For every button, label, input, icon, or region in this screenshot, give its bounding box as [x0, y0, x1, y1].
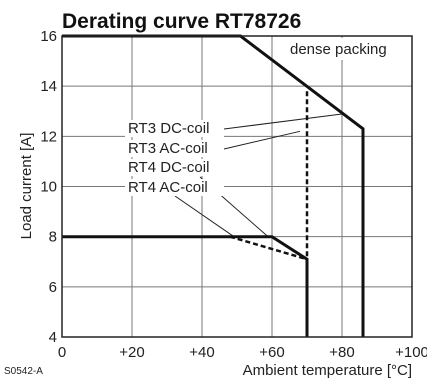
annotation-background [283, 38, 408, 60]
leader-rt4-ac-coil [174, 195, 235, 238]
y-tick-label: 16 [40, 28, 57, 45]
y-tick-label: 10 [40, 179, 57, 196]
x-tick-label: +40 [189, 344, 214, 361]
leader-rt3-dc-coil [223, 113, 345, 130]
leader-rt3-ac-coil [223, 130, 301, 150]
x-tick-label: +100 [395, 344, 427, 361]
chart-title: Derating curve RT78726 [62, 10, 301, 33]
plot-frame [61, 35, 413, 338]
series-line-rt4-ac-coil [229, 235, 308, 261]
y-axis-label: Load current [A] [18, 133, 35, 240]
x-tick-label: 0 [58, 344, 66, 361]
x-tick-label: +80 [329, 344, 354, 361]
label-bg-rt3-ac-coil [125, 140, 224, 157]
tick-labels: 0 +20 +40 +60 +80 +100 4 6 8 10 12 14 16 [40, 28, 427, 361]
y-tick-label: 14 [40, 78, 57, 95]
series-labels: RT3 DC-coil RT3 AC-coil RT4 DC-coil RT4 AC-… [125, 120, 224, 196]
series-label-rt3-ac-coil: RT3 AC-coil [128, 140, 208, 157]
y-tick-label: 4 [49, 329, 57, 346]
label-bg-rt4-dc-coil [125, 159, 224, 176]
label-bg-rt4-ac-coil [125, 179, 224, 196]
series-label-rt3-dc-coil: RT3 DC-coil [128, 120, 209, 137]
figure-code: S0542-A [4, 366, 43, 377]
label-bg-rt3-dc-coil [125, 120, 224, 137]
series-label-rt4-dc-coil: RT4 DC-coil [128, 159, 209, 176]
dense-packing-annotation: dense packing [290, 41, 387, 58]
y-tick-label: 6 [49, 279, 57, 296]
y-tick-label: 12 [40, 128, 57, 145]
series-label-rt4-ac-coil: RT4 AC-coil [128, 179, 208, 196]
series-line-rt4-dc-coil [62, 235, 309, 337]
y-tick-label: 8 [49, 229, 57, 246]
x-tick-label: +20 [119, 344, 144, 361]
x-tick-label: +60 [259, 344, 284, 361]
x-axis-label: Ambient temperature [°C] [243, 362, 412, 378]
grid [62, 36, 412, 337]
